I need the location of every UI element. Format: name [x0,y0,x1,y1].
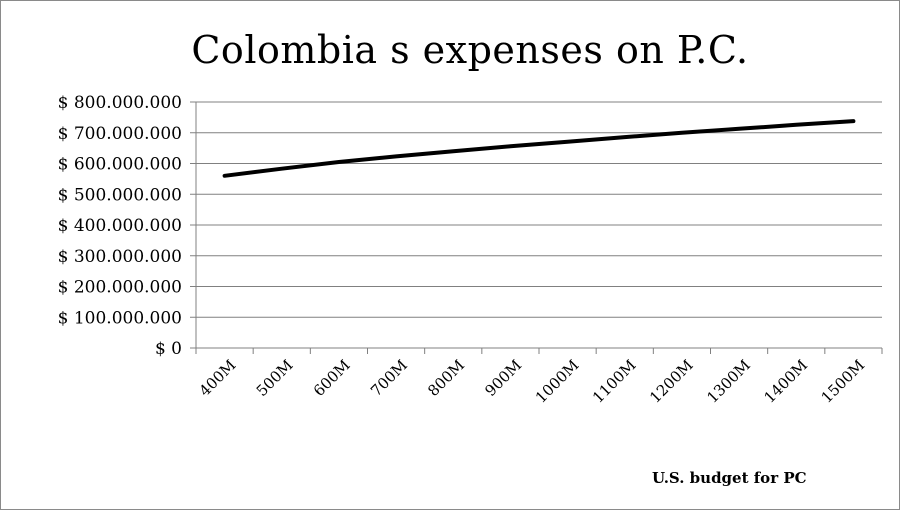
series-group [222,119,856,178]
x-tick-label: 1100M [589,356,640,407]
y-tick-label: $ 700.000.000 [58,124,182,144]
x-tick-label: 1500M [818,356,869,407]
y-tick-label: $ 600.000.000 [58,155,182,175]
x-tick-label: 700M [367,356,411,400]
x-tick-label: 900M [481,356,525,400]
y-tick-label: $ 500.000.000 [58,185,182,205]
chart-title: Colombia s expenses on P.C. [191,28,749,72]
x-axis-label: U.S. budget for PC [652,469,807,487]
y-tick-label: $ 800.000.000 [58,93,182,113]
y-tick-label: $ 200.000.000 [58,278,182,298]
series-line [222,119,856,178]
x-tick-label: 1400M [760,356,811,407]
y-tick-label: $ 0 [155,339,182,359]
x-tick-label: 1000M [532,356,583,407]
x-tick-label: 600M [310,356,354,400]
grid-lines [196,101,882,318]
x-tick-labels: 400M 500M 600M 700M 800M 900M 1000M 1100M 1200M 1… [196,356,869,407]
y-tick-label: $ 300.000.000 [58,247,182,267]
y-tick-labels: $ 0 $ 100.000.000 $ 200.000.000 $ 300.000.0… [58,93,182,359]
x-tick-label: 1200M [646,356,697,407]
x-tick-label: 400M [196,356,240,400]
y-tick-label: $ 100.000.000 [58,308,182,328]
x-tick-label: 800M [424,356,468,400]
y-tick-label: $ 400.000.000 [58,216,182,236]
x-tick-label: 1300M [703,356,754,407]
x-tick-label: 500M [253,356,297,400]
axes [190,101,883,354]
